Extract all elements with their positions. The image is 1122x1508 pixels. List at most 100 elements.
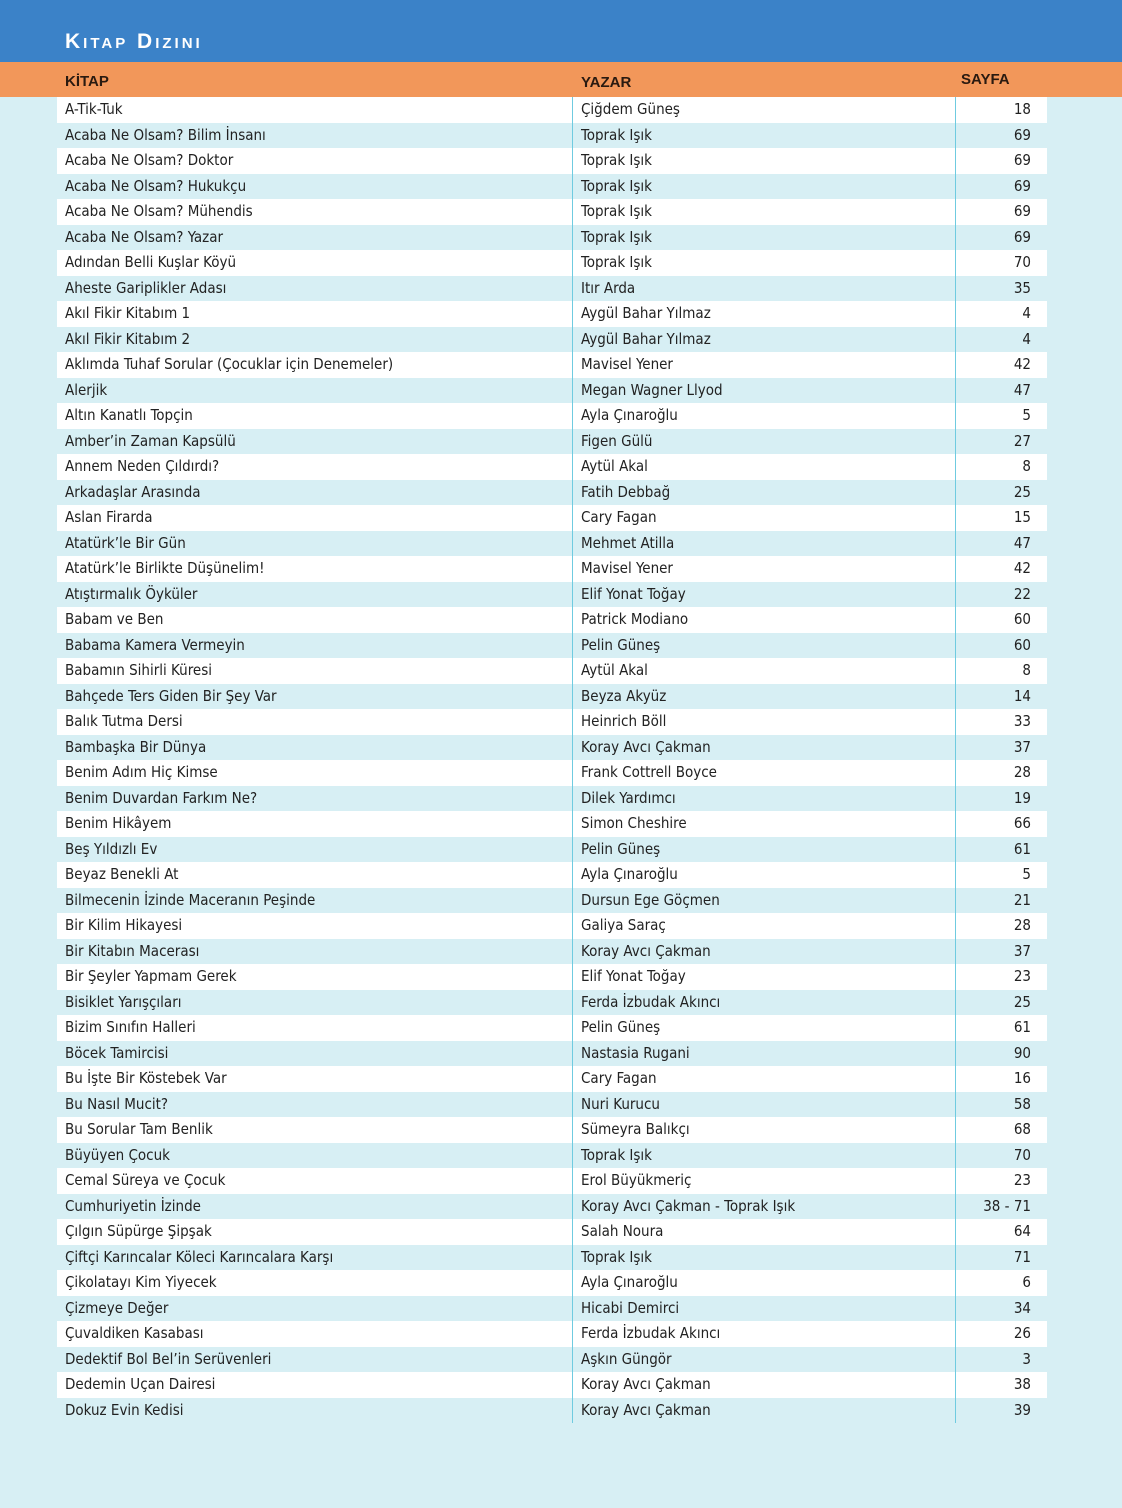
page-cell: 5 — [955, 862, 1047, 888]
page-cell: 28 — [955, 760, 1047, 786]
book-title-cell: Benim Duvardan Farkım Ne? — [65, 788, 258, 807]
book-title-cell: Dedemin Uçan Dairesi — [65, 1375, 216, 1393]
table-row: Adından Belli Kuşlar Köyü Toprak Işık 70 — [57, 250, 1047, 276]
column-header-author: YAZAR — [581, 74, 632, 91]
book-title-cell: Acaba Ne Olsam? Yazar — [65, 227, 224, 246]
table-row: Beyaz Benekli At Ayla Çınaroğlu 5 — [57, 862, 1047, 888]
author-cell: Aytül Akal — [572, 454, 955, 480]
page-cell: 23 — [955, 964, 1047, 990]
table-row: Babama Kamera Vermeyin Pelin Güneş 60 — [57, 632, 1047, 658]
book-title-cell: Bu Nasıl Mucit? — [65, 1094, 169, 1113]
book-title-cell: Acaba Ne Olsam? Hukukçu — [65, 176, 247, 195]
table-row: Çuvaldiken Kasabası Ferda İzbudak Akıncı 2… — [57, 1321, 1047, 1347]
page-cell: 39 — [955, 1397, 1047, 1423]
page-cell: 47 — [955, 530, 1047, 556]
table-row: Bahçede Ters Giden Bir Şey Var Beyza Akyü… — [57, 683, 1047, 709]
table-row: Atatürk’le Bir Gün Mehmet Atilla 47 — [57, 530, 1047, 556]
book-title-cell: Çılgın Süpürge Şipşak — [65, 1222, 212, 1240]
table-row: Acaba Ne Olsam? Bilim İnsanı Toprak Işık 6… — [57, 122, 1047, 148]
book-title-cell: Dokuz Evin Kedisi — [65, 1400, 184, 1419]
table-row: Balık Tutma Dersi Heinrich Böll 33 — [57, 709, 1047, 735]
book-title-cell: Akıl Fikir Kitabım 1 — [65, 304, 191, 322]
author-cell: Frank Cottrell Boyce — [572, 760, 955, 786]
column-header-page: SAYFA — [961, 71, 1010, 88]
table-row: Bambaşka Bir Dünya Koray Avcı Çakman 37 — [57, 734, 1047, 760]
table-row: Bu Sorular Tam Benlik Sümeyra Balıkçı 68 — [57, 1117, 1047, 1143]
page-cell: 42 — [955, 556, 1047, 582]
author-cell: Çiğdem Güneş — [572, 97, 955, 123]
book-title-cell: Aslan Firarda — [65, 508, 153, 526]
table-row: Çılgın Süpürge Şipşak Salah Noura 64 — [57, 1219, 1047, 1245]
page-cell: 18 — [955, 97, 1047, 123]
book-title-cell: Bahçede Ters Giden Bir Şey Var — [65, 686, 277, 705]
book-title-cell: Benim Adım Hiç Kimse — [65, 763, 218, 781]
page-cell: 33 — [955, 709, 1047, 735]
author-cell: Aytül Akal — [572, 658, 955, 684]
page-cell: 25 — [955, 479, 1047, 505]
table-row: Babam ve Ben Patrick Modiano 60 — [57, 607, 1047, 633]
page-cell: 69 — [955, 199, 1047, 225]
book-title-cell: Acaba Ne Olsam? Doktor — [65, 151, 234, 169]
author-cell: Koray Avcı Çakman — [572, 734, 955, 760]
book-title-cell: Aklımda Tuhaf Sorular (Çocuklar için Den… — [65, 355, 394, 373]
table-row: Bir Kitabın Macerası Koray Avcı Çakman 37 — [57, 938, 1047, 964]
book-title-cell: Büyüyen Çocuk — [65, 1145, 170, 1164]
author-cell: Ferda İzbudak Akıncı — [572, 989, 955, 1015]
page-cell: 69 — [955, 148, 1047, 174]
table-row: Cemal Süreya ve Çocuk Erol Büyükmeriç 23 — [57, 1168, 1047, 1194]
author-cell: Cary Fagan — [572, 1066, 955, 1092]
page-cell: 68 — [955, 1117, 1047, 1143]
book-title-cell: Babamın Sihirli Küresi — [65, 661, 213, 679]
author-cell: Mavisel Yener — [572, 352, 955, 378]
page-cell: 15 — [955, 505, 1047, 531]
book-title-cell: Babama Kamera Vermeyin — [65, 635, 245, 654]
author-cell: Toprak Işık — [572, 1244, 955, 1270]
table-row: Çiftçi Karıncalar Köleci Karıncalara Kar… — [57, 1244, 1047, 1270]
page-cell: 8 — [955, 658, 1047, 684]
book-title-cell: Çikolatayı Kim Yiyecek — [65, 1273, 217, 1291]
page-cell: 14 — [955, 683, 1047, 709]
page-cell: 61 — [955, 1015, 1047, 1041]
page-cell: 60 — [955, 632, 1047, 658]
table-row: A-Tik-Tuk Çiğdem Güneş 18 — [57, 97, 1047, 123]
page-cell: 60 — [955, 607, 1047, 633]
table-row: Aslan Firarda Cary Fagan 15 — [57, 505, 1047, 531]
table-row: Bu İşte Bir Köstebek Var Cary Fagan 16 — [57, 1066, 1047, 1092]
author-cell: Koray Avcı Çakman — [572, 1372, 955, 1398]
table-row: Annem Neden Çıldırdı? Aytül Akal 8 — [57, 454, 1047, 480]
author-cell: Koray Avcı Çakman — [572, 1397, 955, 1423]
table-row: Atıştırmalık Öyküler Elif Yonat Toğay 22 — [57, 581, 1047, 607]
book-title-cell: Atıştırmalık Öyküler — [65, 584, 198, 603]
book-title-cell: Bisiklet Yarışçıları — [65, 992, 182, 1011]
page-cell: 70 — [955, 250, 1047, 276]
author-cell: Fatih Debbağ — [572, 479, 955, 505]
table-row: Bir Şeyler Yapmam Gerek Elif Yonat Toğay 2… — [57, 964, 1047, 990]
author-cell: Toprak Işık — [572, 173, 955, 199]
book-title-cell: Beyaz Benekli At — [65, 865, 179, 883]
author-cell: Ferda İzbudak Akıncı — [572, 1321, 955, 1347]
book-title-cell: Akıl Fikir Kitabım 2 — [65, 329, 191, 348]
book-title-cell: Altın Kanatlı Topçin — [65, 406, 193, 424]
page-cell: 23 — [955, 1168, 1047, 1194]
table-row: Dokuz Evin Kedisi Koray Avcı Çakman 39 — [57, 1397, 1047, 1423]
title-bar — [0, 0, 1122, 62]
book-title-cell: Çuvaldiken Kasabası — [65, 1324, 204, 1342]
page-cell: 19 — [955, 785, 1047, 811]
book-title-cell: Bir Kilim Hikayesi — [65, 916, 183, 934]
page-title: Kitap Dizini — [65, 30, 203, 53]
author-cell: Mehmet Atilla — [572, 530, 955, 556]
book-title-cell: Böcek Tamircisi — [65, 1043, 169, 1062]
table-row: Cumhuriyetin İzinde Koray Avcı Çakman - T… — [57, 1193, 1047, 1219]
book-title-cell: Bizim Sınıfın Halleri — [65, 1018, 196, 1036]
author-cell: Figen Gülü — [572, 428, 955, 454]
page-cell: 37 — [955, 734, 1047, 760]
page-cell: 21 — [955, 887, 1047, 913]
table-row: Dedektif Bol Bel’in Serüvenleri Aşkın Gün… — [57, 1346, 1047, 1372]
author-cell: Mavisel Yener — [572, 556, 955, 582]
author-cell: Pelin Güneş — [572, 1015, 955, 1041]
book-title-cell: Bilmecenin İzinde Maceranın Peşinde — [65, 890, 316, 909]
book-title-cell: Aheste Gariplikler Adası — [65, 278, 227, 297]
page-cell: 8 — [955, 454, 1047, 480]
book-title-cell: Cemal Süreya ve Çocuk — [65, 1171, 226, 1189]
page-cell: 4 — [955, 326, 1047, 352]
